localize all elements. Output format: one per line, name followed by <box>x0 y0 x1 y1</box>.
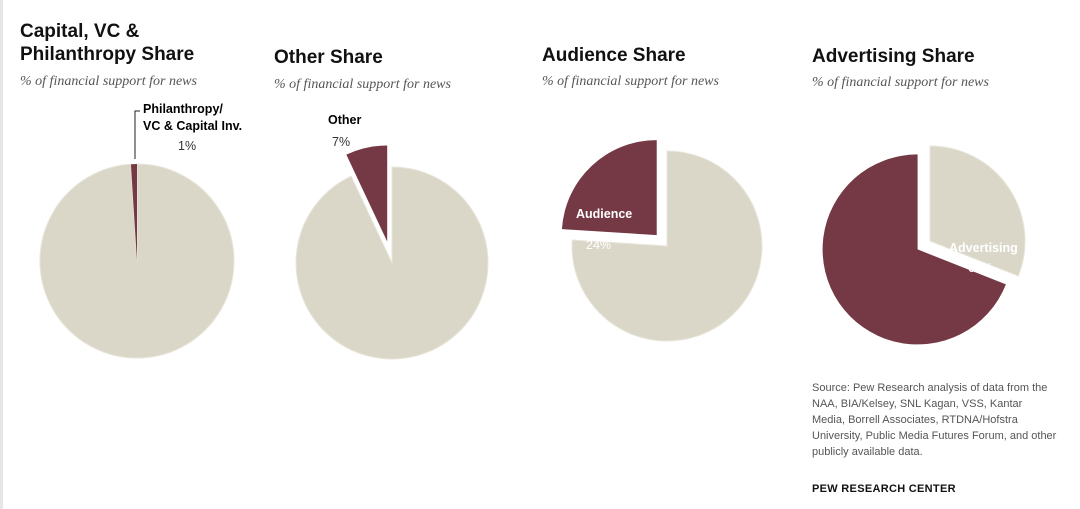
chart-4-label: Advertising <box>949 241 1018 255</box>
chart-1-title-line-1: Capital, VC & <box>20 21 140 42</box>
chart-3-label: Audience <box>576 207 632 221</box>
chart-1-subtitle: % of financial support for news <box>20 74 197 89</box>
chart-2-title-line-1: Other Share <box>274 47 383 68</box>
chart-1-value-label: 1% <box>178 139 196 153</box>
chart-4-rest-slice <box>929 145 1026 277</box>
chart-1-rest-slice <box>39 163 235 359</box>
chart-2-rest-slice <box>295 166 489 360</box>
pie-chart-1: Philanthropy/ VC & Capital Inv. 1% <box>39 102 242 359</box>
chart-3-rest-slice <box>571 150 763 342</box>
chart-2-highlight-slice <box>346 145 388 242</box>
chart-1-label-line-1: Philanthropy/ <box>143 102 223 116</box>
chart-2-subtitle: % of financial support for news <box>274 77 451 92</box>
brand-logo-text: PEW RESEARCH CENTER <box>812 483 956 495</box>
pie-chart-3: Audience 24% <box>561 140 763 342</box>
chart-4-title-line-1: Advertising Share <box>812 46 975 67</box>
chart-4-value-label: 69% <box>968 261 993 275</box>
chart-4-title: Advertising Share <box>812 45 975 68</box>
chart-4-highlight-slice <box>822 154 1006 345</box>
chart-4-subtitle: % of financial support for news <box>812 75 989 90</box>
chart-3-highlight-slice <box>561 140 657 236</box>
chart-1-label-line-2: VC & Capital Inv. <box>143 119 242 133</box>
chart-2-value-label: 7% <box>332 135 350 149</box>
chart-3-value-label: 24% <box>586 238 611 252</box>
chart-1-title: Capital, VC & Philanthropy Share <box>20 20 194 66</box>
chart-1-leader-line <box>134 110 140 159</box>
chart-1-title-line-2: Philanthropy Share <box>20 44 195 65</box>
chart-3-subtitle: % of financial support for news <box>542 74 719 89</box>
left-border <box>0 0 3 509</box>
chart-3-title: Audience Share <box>542 44 686 67</box>
chart-1-highlight-slice <box>130 163 137 261</box>
chart-2-title: Other Share <box>274 46 383 69</box>
chart-3-title-line-1: Audience Share <box>542 45 686 66</box>
source-note: Source: Pew Research analysis of data fr… <box>812 382 1057 458</box>
pie-chart-4: Advertising 69% <box>822 145 1026 345</box>
chart-2-label: Other <box>328 113 361 127</box>
pie-chart-2: Other 7% <box>295 113 489 360</box>
